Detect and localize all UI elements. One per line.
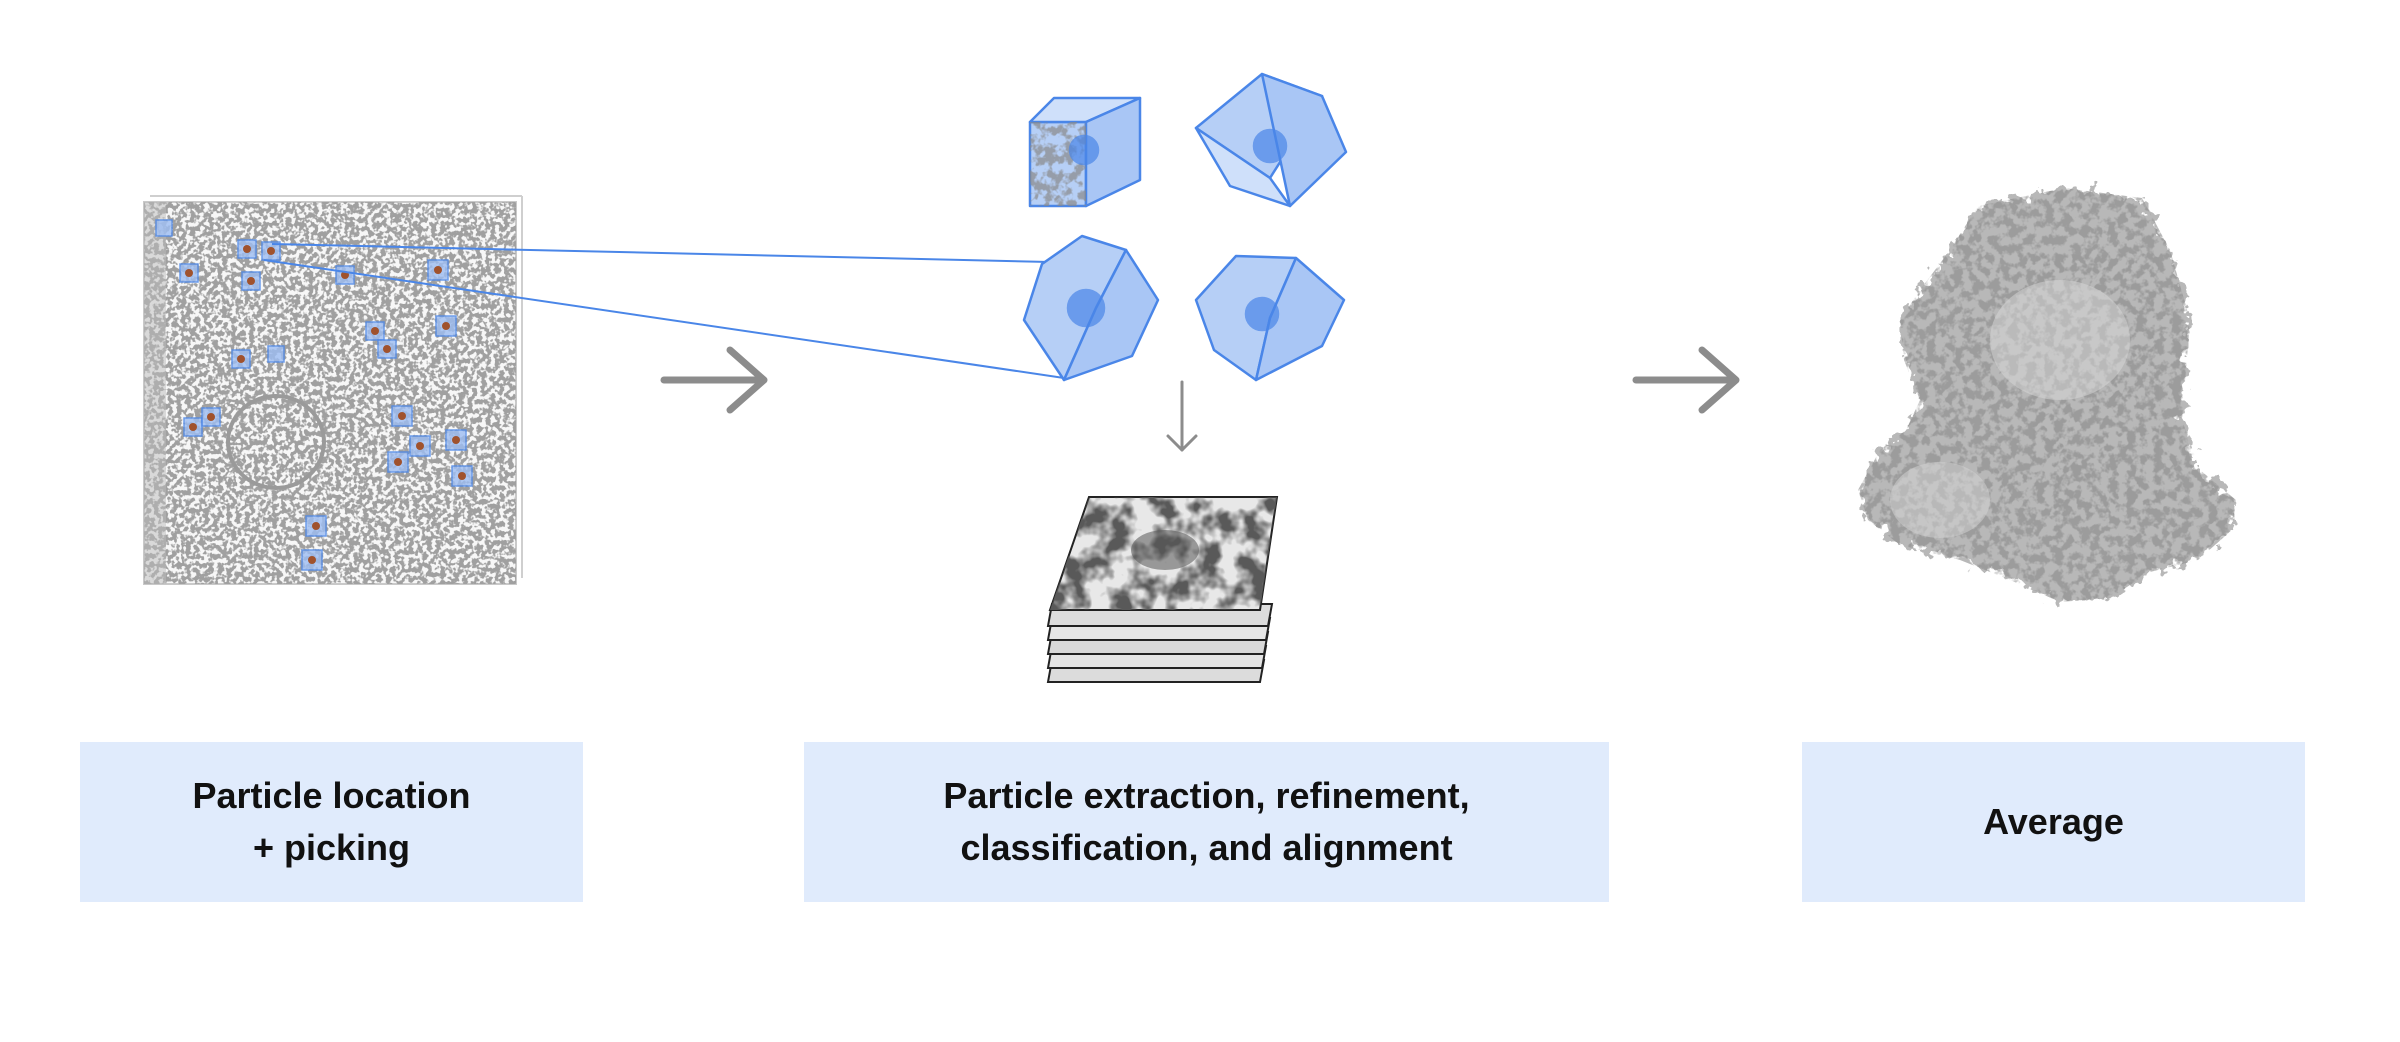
particle-subvolume	[1194, 72, 1348, 208]
arrow-down-icon	[1166, 380, 1198, 452]
step-label-line: classification, and alignment	[960, 827, 1453, 868]
particle-marker	[267, 345, 285, 363]
vesicle	[226, 394, 326, 490]
particle-subvolume	[1022, 234, 1160, 382]
slice-stack	[1046, 496, 1279, 683]
step-label-line: Average	[1983, 801, 2124, 842]
arrow-right-icon	[660, 346, 768, 414]
step-label-line: Particle location	[192, 775, 471, 816]
particle-subvolume	[1028, 96, 1142, 208]
zoom-connector	[263, 243, 1065, 379]
particle-centers	[185, 245, 466, 564]
step-label-line: + picking	[252, 827, 411, 868]
average-density-map	[1858, 188, 2236, 602]
step-label-line: Particle extraction, refinement,	[943, 775, 1470, 816]
step-label-picking: Particle location + picking	[80, 742, 583, 902]
step-label-refinement: Particle extraction, refinement, classif…	[804, 742, 1609, 902]
step-label-average: Average	[1802, 742, 2305, 902]
particle-marker	[155, 219, 173, 237]
arrow-right-icon	[1632, 346, 1740, 414]
tomogram-volume	[143, 195, 523, 585]
particle-subvolume	[1194, 254, 1346, 382]
